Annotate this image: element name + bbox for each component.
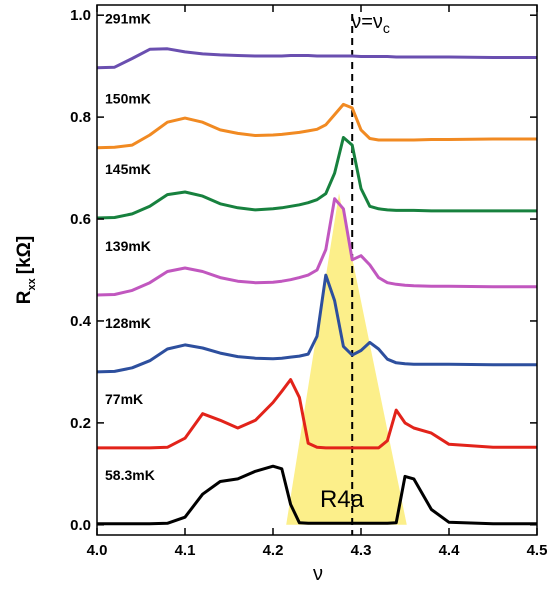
region-label: R4a [320,486,365,513]
series-line [96,273,537,374]
critical-label: ν=νc [351,11,390,36]
y-axis-label-unit: [kΩ] [14,236,35,274]
series-label: 58.3mK [105,467,155,483]
series-line [97,464,537,526]
critical-label-sub: c [383,20,390,36]
x-tick-label: 4.0 [87,542,108,559]
x-tick-label: 4.4 [439,542,461,559]
series-line [96,197,537,297]
series-line [96,47,537,70]
y-tick-label: 0.2 [70,415,91,432]
x-tick-label: 4.5 [527,542,548,559]
series-line [97,378,537,450]
y-axis-label: Rxx [kΩ] [14,236,38,304]
y-tick-label: 0.0 [70,517,91,534]
series-label: 150mK [105,91,151,107]
series-label: 145mK [105,161,151,177]
series-label: 139mK [105,238,151,254]
series-line [96,136,537,220]
x-tick-label: 4.1 [175,542,196,559]
x-axis-label: ν [313,563,323,585]
y-axis-label-main: R [14,290,35,304]
y-tick-label: 0.6 [70,211,91,228]
series-line [96,102,537,150]
y-tick-label: 0.8 [70,109,91,126]
series-label: 77mK [105,391,143,407]
plot-frame [96,4,538,536]
critical-label-main: ν=ν [351,11,383,33]
x-tick-label: 4.2 [263,542,284,559]
y-axis-label-sub: xx [26,277,38,290]
x-tick-label: 4.3 [351,542,372,559]
y-tick-label: 1.0 [70,7,91,24]
shaded-region [286,193,407,525]
series-label: 128mK [105,315,151,331]
y-tick-label: 0.4 [70,313,92,330]
series-label: 291mK [105,11,151,27]
